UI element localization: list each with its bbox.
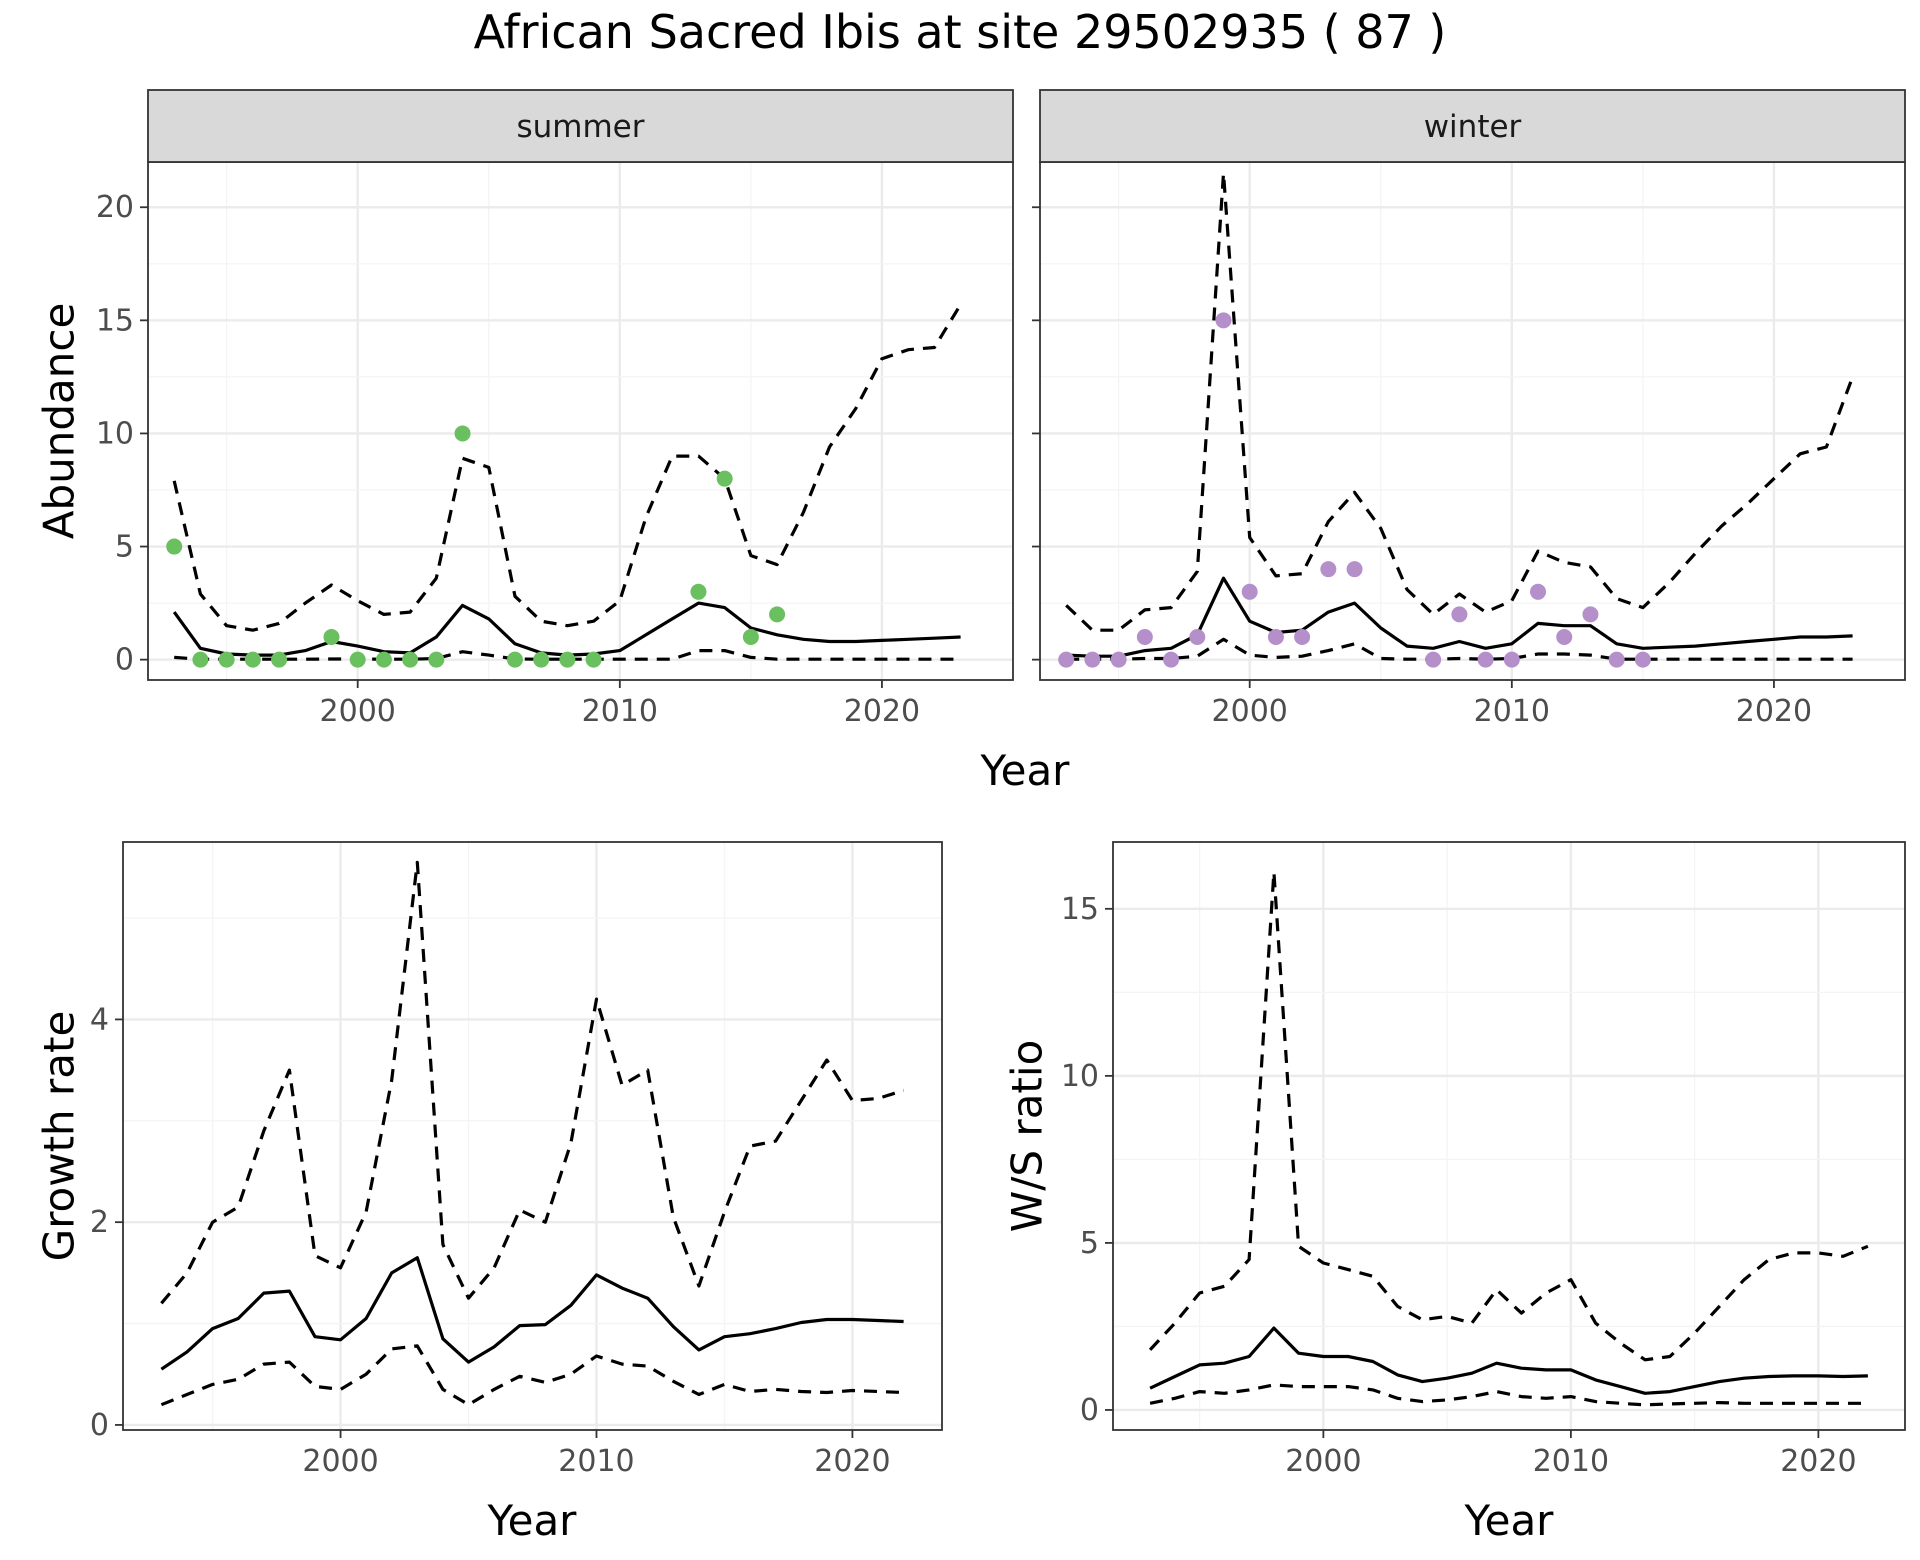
facet-strip-label: summer [516,109,644,145]
y-tick-label: 0 [90,1408,109,1443]
x-tick-label: 2010 [1533,1444,1609,1479]
lower-ci-line [1066,637,1853,661]
lower-ci-line [160,1344,904,1407]
observation-point [1477,651,1494,668]
observation-point [585,651,602,668]
x-tick-label: 2020 [844,694,920,729]
upper-ci-line [1065,171,1855,632]
x-tick-label: 2000 [1212,694,1288,729]
observation-point [1425,651,1442,668]
y-tick-label: 20 [96,190,134,225]
y-tick-label: 5 [1080,1226,1099,1261]
x-tick-label: 2000 [302,1444,378,1479]
observation-point [1346,561,1363,578]
observation-point [1320,561,1337,578]
observation-point [1503,651,1520,668]
panel-border [122,841,943,1431]
observation-point [1215,312,1232,329]
observation-point [1189,629,1206,646]
observation-point [218,651,235,668]
observation-point [349,651,366,668]
x-tick-label: 2000 [1285,1444,1361,1479]
observation-point [402,651,419,668]
observation-point [375,651,392,668]
observation-point [1556,629,1573,646]
upper-ci-line [172,303,962,632]
observation-point [1294,629,1311,646]
y-axis-title: Growth rate [35,1011,84,1262]
y-axis-title: Abundance [35,303,84,540]
y-tick-label: 10 [1061,1059,1099,1094]
x-tick-label: 2020 [814,1444,890,1479]
observation-point [716,470,733,487]
observation-point [559,651,576,668]
lower-ci-line [1149,1383,1868,1407]
x-axis-title: Year [487,1496,578,1545]
observation-point [506,651,523,668]
facet-strip [147,89,1014,163]
y-axis-title: W/S ratio [1003,1040,1052,1233]
observation-point [1058,651,1075,668]
observation-point [1084,651,1101,668]
y-tick-label: 15 [1061,892,1099,927]
observation-point [192,651,209,668]
observation-point [244,651,261,668]
upper-ci-line [160,860,905,1305]
observation-point [1136,629,1153,646]
observation-point [1163,651,1180,668]
observation-point [1608,651,1625,668]
mean-line [172,601,961,657]
observation-point [428,651,445,668]
observation-point [1241,583,1258,600]
y-tick-label: 0 [115,643,134,678]
y-tick-label: 4 [90,1002,109,1037]
x-tick-label: 2000 [320,694,396,729]
observation-point [742,629,759,646]
upper-ci-line [1148,870,1869,1362]
observation-point [1634,651,1651,668]
observation-point [1110,651,1127,668]
x-tick-label: 2020 [1780,1444,1856,1479]
x-axis-title: Year [1464,1496,1555,1545]
observation-point [323,629,340,646]
observation-point [271,651,288,668]
observation-point [690,583,707,600]
panel-border [1039,161,1906,681]
mean-line [160,1256,904,1371]
x-tick-label: 2020 [1736,694,1812,729]
observation-point [454,425,471,442]
observation-point [1267,629,1284,646]
summer-panel: summer 2000 2010 2020 0 5 10 15 20 Abundance [35,89,1014,729]
observation-point [769,606,786,623]
facet-strip [1039,89,1906,163]
y-tick-label: 0 [1080,1393,1099,1428]
y-tick-label: 5 [115,530,134,565]
mean-line [1149,1326,1868,1395]
observation-point [1582,606,1599,623]
top-x-axis-title: Year [980,746,1071,795]
x-tick-label: 2010 [582,694,658,729]
observation-point [1530,583,1547,600]
panel-border [147,161,1014,681]
ws-ratio-panel: 2000 2010 2020 0 5 10 15 W/S ratio Year [1003,841,1906,1545]
winter-panel: winter 2000 2010 2020 [1032,89,1906,729]
x-tick-label: 2010 [558,1444,634,1479]
x-tick-label: 2010 [1474,694,1550,729]
observation-point [1451,606,1468,623]
panel-border [1112,841,1906,1431]
observation-point [166,538,183,555]
y-tick-label: 2 [90,1205,109,1240]
y-tick-label: 10 [96,416,134,451]
facet-strip-label: winter [1424,109,1522,145]
figure-title: African Sacred Ibis at site 29502935 ( 8… [474,5,1447,59]
y-tick-label: 15 [96,303,134,338]
observation-point [533,651,550,668]
